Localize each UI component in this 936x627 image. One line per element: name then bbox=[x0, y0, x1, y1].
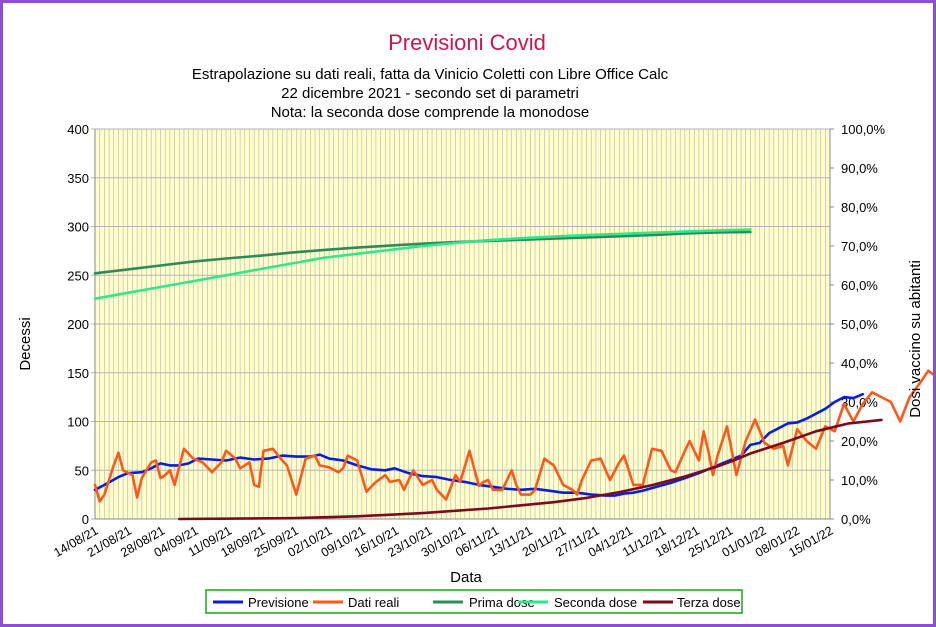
legend-label: Seconda dose bbox=[554, 595, 637, 610]
y2-tick-label: 0,0% bbox=[841, 512, 871, 527]
y-tick-label: 50 bbox=[75, 463, 89, 478]
y2-tick-label: 40,0% bbox=[841, 356, 878, 371]
series-line-prima-dose bbox=[93, 230, 752, 275]
legend-label: Prima dose bbox=[469, 595, 535, 610]
left-axis-tick-labels: 0 50 100 150 200 250 300 350 400 bbox=[67, 122, 89, 527]
y-tick-label: 300 bbox=[67, 220, 89, 235]
y2-tick-label: 10,0% bbox=[841, 473, 878, 488]
y-tick-label: 350 bbox=[67, 171, 89, 186]
y-tick-label: 100 bbox=[67, 415, 89, 430]
x-axis-tick-labels: 14/08/2121/08/2128/08/2104/09/2111/09/21… bbox=[51, 523, 835, 559]
y2-tick-label: 90,0% bbox=[841, 161, 878, 176]
y-tick-label: 0 bbox=[82, 512, 89, 527]
y-tick-label: 400 bbox=[67, 122, 89, 137]
y-tick-label: 250 bbox=[67, 268, 89, 283]
y2-tick-label: 100,0% bbox=[841, 122, 886, 137]
legend-label: Previsione bbox=[248, 595, 309, 610]
series-line-terza-dose bbox=[178, 418, 883, 521]
legend-label: Dati reali bbox=[348, 595, 399, 610]
legend-box bbox=[205, 589, 743, 614]
y2-tick-label: 70,0% bbox=[841, 239, 878, 254]
chart-title: Previsioni Covid bbox=[388, 30, 546, 55]
y-tick-label: 150 bbox=[67, 366, 89, 381]
covid-forecast-chart: Previsioni Covid Estrapolazione su dati … bbox=[17, 30, 933, 614]
right-axis-tick-labels: 0,0%10,0%20,0%30,0%40,0%50,0%60,0%70,0%8… bbox=[841, 122, 886, 527]
chart-subtitle-line-3: Nota: la seconda dose comprende la monod… bbox=[271, 104, 590, 121]
y-tick-label: 200 bbox=[67, 317, 89, 332]
legend-label: Terza dose bbox=[677, 595, 741, 610]
chart-subtitle-line-1: Estrapolazione su dati reali, fatta da V… bbox=[192, 66, 669, 83]
x-axis-label: Data bbox=[450, 569, 482, 586]
y2-tick-label: 80,0% bbox=[841, 200, 878, 215]
y2-tick-label: 20,0% bbox=[841, 434, 878, 449]
y2-tick-label: 60,0% bbox=[841, 278, 878, 293]
legend: Previsione Dati reali Prima dose Seconda do… bbox=[213, 595, 741, 610]
y-axis-label: Decessi bbox=[17, 317, 34, 370]
chart-subtitle-line-2: 22 dicembre 2021 - secondo set di parame… bbox=[281, 85, 579, 102]
y2-axis-label: Dosi vaccino su abitanti bbox=[907, 260, 924, 418]
series-line-seconda-dose bbox=[93, 228, 752, 301]
y2-tick-label: 50,0% bbox=[841, 317, 878, 332]
horizontal-gridlines bbox=[91, 128, 834, 520]
series-lines bbox=[93, 228, 933, 521]
